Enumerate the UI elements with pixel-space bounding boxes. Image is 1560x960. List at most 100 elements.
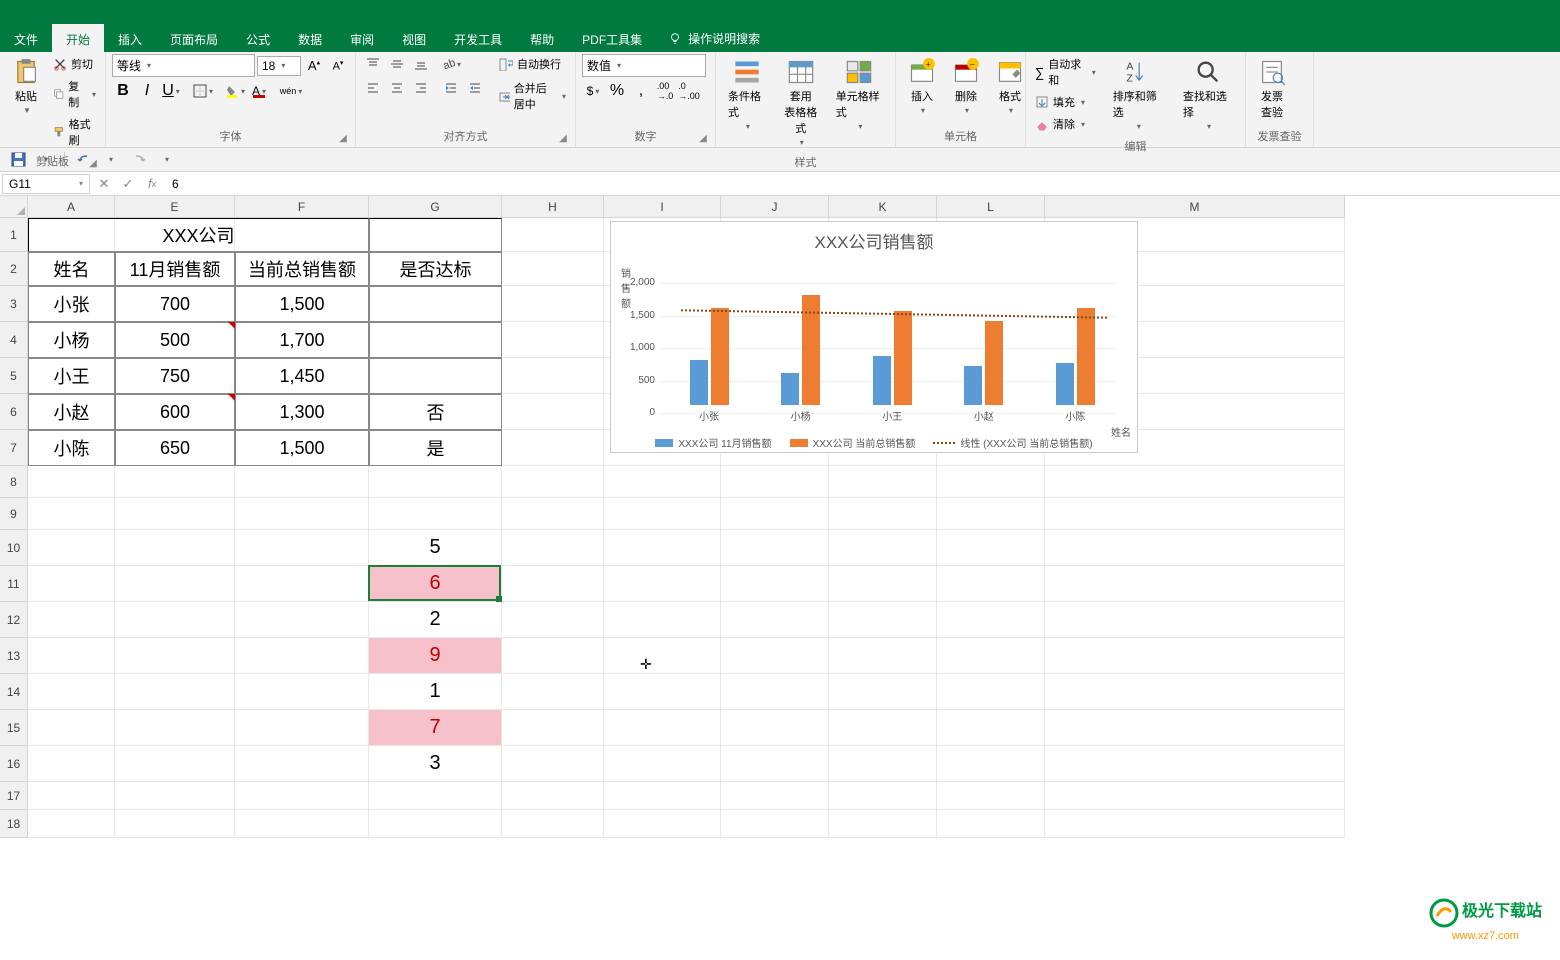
select-all-corner[interactable] [0,196,28,218]
fill-color-button[interactable]: ▾ [224,81,246,101]
row-header-7[interactable]: 7 [0,430,28,466]
menu-开发工具[interactable]: 开发工具 [440,24,516,52]
comma-button[interactable]: , [630,81,652,101]
fx-icon[interactable]: fx [140,174,164,194]
cell[interactable]: 是 [369,430,502,466]
row-header-11[interactable]: 11 [0,566,28,602]
wrap-text-button[interactable]: 自动换行 [496,54,569,74]
cell[interactable]: 当前总销售额 [235,252,369,286]
col-header-I[interactable]: I [604,196,721,218]
row-header-16[interactable]: 16 [0,746,28,782]
bold-button[interactable]: B [112,81,134,101]
cell[interactable]: 1,500 [235,286,369,322]
cell[interactable]: 9 [369,638,502,674]
number-dialog-launcher[interactable]: ◢ [697,133,709,145]
cell[interactable]: 1 [369,674,502,710]
menu-帮助[interactable]: 帮助 [516,24,568,52]
row-header-8[interactable]: 8 [0,466,28,498]
cell[interactable]: 1,450 [235,358,369,394]
menu-视图[interactable]: 视图 [388,24,440,52]
row-header-6[interactable]: 6 [0,394,28,430]
percent-button[interactable]: % [606,81,628,101]
clear-button[interactable]: 清除▾ [1032,114,1099,134]
qat-dd2[interactable]: ▾ [101,150,121,170]
col-header-E[interactable]: E [115,196,235,218]
row-header-3[interactable]: 3 [0,286,28,322]
cell[interactable]: 1,700 [235,322,369,358]
cell[interactable]: 小张 [28,286,115,322]
row-header-18[interactable]: 18 [0,810,28,838]
row-header-13[interactable]: 13 [0,638,28,674]
format-cells-button[interactable]: 格式▾ [990,54,1030,119]
row-header-15[interactable]: 15 [0,710,28,746]
col-header-K[interactable]: K [829,196,937,218]
cell[interactable] [369,286,502,322]
cell[interactable]: 3 [369,746,502,782]
cell[interactable]: 小王 [28,358,115,394]
formula-input[interactable]: 6 [164,175,1560,193]
menu-文件[interactable]: 文件 [0,24,52,52]
align-center-button[interactable] [386,78,408,98]
row-header-5[interactable]: 5 [0,358,28,394]
cell[interactable]: XXX公司 [28,218,369,252]
row-header-9[interactable]: 9 [0,498,28,530]
font-color-button[interactable]: A▾ [248,81,270,101]
underline-button[interactable]: U▾ [160,81,182,101]
clipboard-dialog-launcher[interactable]: ◢ [87,158,99,170]
tell-me-search[interactable]: 操作说明搜索 [656,24,772,52]
cell[interactable]: 750 [115,358,235,394]
shrink-font-button[interactable]: A▾ [327,56,349,76]
orientation-button[interactable]: ab▾ [440,54,462,74]
row-header-10[interactable]: 10 [0,530,28,566]
cell[interactable]: 500 [115,322,235,358]
grow-font-button[interactable]: A▴ [303,56,325,76]
cell[interactable] [369,322,502,358]
col-header-L[interactable]: L [937,196,1045,218]
cond-format-button[interactable]: 条件格式▾ [722,54,772,135]
dec-decimal-button[interactable]: .0→.00 [678,81,700,101]
phonetic-button[interactable]: wén▾ [280,81,302,101]
autosum-button[interactable]: ∑自动求和▾ [1032,54,1099,90]
cell[interactable]: 1,300 [235,394,369,430]
spreadsheet-grid[interactable]: AEFGHIJKLM 123456789101112131415161718 X… [0,196,1560,956]
name-box[interactable]: G11▾ [2,174,90,194]
col-header-A[interactable]: A [28,196,115,218]
find-select-button[interactable]: 查找和选择▾ [1177,54,1239,135]
menu-审阅[interactable]: 审阅 [336,24,388,52]
cell-style-button[interactable]: 单元格样式▾ [830,54,889,135]
cancel-icon[interactable]: ✕ [92,174,116,194]
cell[interactable]: 1,500 [235,430,369,466]
indent-inc-button[interactable] [464,78,486,98]
align-left-button[interactable] [362,78,384,98]
col-header-J[interactable]: J [721,196,829,218]
cell[interactable]: 姓名 [28,252,115,286]
row-header-2[interactable]: 2 [0,252,28,286]
col-header-F[interactable]: F [235,196,369,218]
col-header-G[interactable]: G [369,196,502,218]
align-middle-button[interactable] [386,54,408,74]
indent-dec-button[interactable] [440,78,462,98]
qat-custom[interactable]: ▾ [157,150,177,170]
paste-button[interactable]: 粘贴 ▼ [6,54,46,119]
insert-cells-button[interactable]: +插入▾ [902,54,942,119]
cell[interactable]: 是否达标 [369,252,502,286]
copy-button[interactable]: 复制▾ [50,76,99,112]
currency-button[interactable]: $▾ [582,81,604,101]
delete-cells-button[interactable]: −删除▾ [946,54,986,119]
cell[interactable]: 11月销售额 [115,252,235,286]
menu-PDF工具集[interactable]: PDF工具集 [568,24,656,52]
border-button[interactable]: ▾ [192,81,214,101]
table-format-button[interactable]: 套用 表格格式▾ [776,54,826,151]
cell[interactable]: 2 [369,602,502,638]
cell[interactable]: 600 [115,394,235,430]
invoice-check-button[interactable]: 发票 查验 [1252,54,1292,124]
fill-button[interactable]: 填充▾ [1032,92,1099,112]
sort-filter-button[interactable]: AZ排序和筛选▾ [1107,54,1169,135]
row-header-14[interactable]: 14 [0,674,28,710]
cell[interactable]: 7 [369,710,502,746]
cell[interactable]: 5 [369,530,502,566]
redo-button[interactable] [129,150,149,170]
number-format-combo[interactable]: 数值▾ [582,54,706,77]
cell[interactable]: 小赵 [28,394,115,430]
format-painter-button[interactable]: 格式刷 [50,114,99,150]
